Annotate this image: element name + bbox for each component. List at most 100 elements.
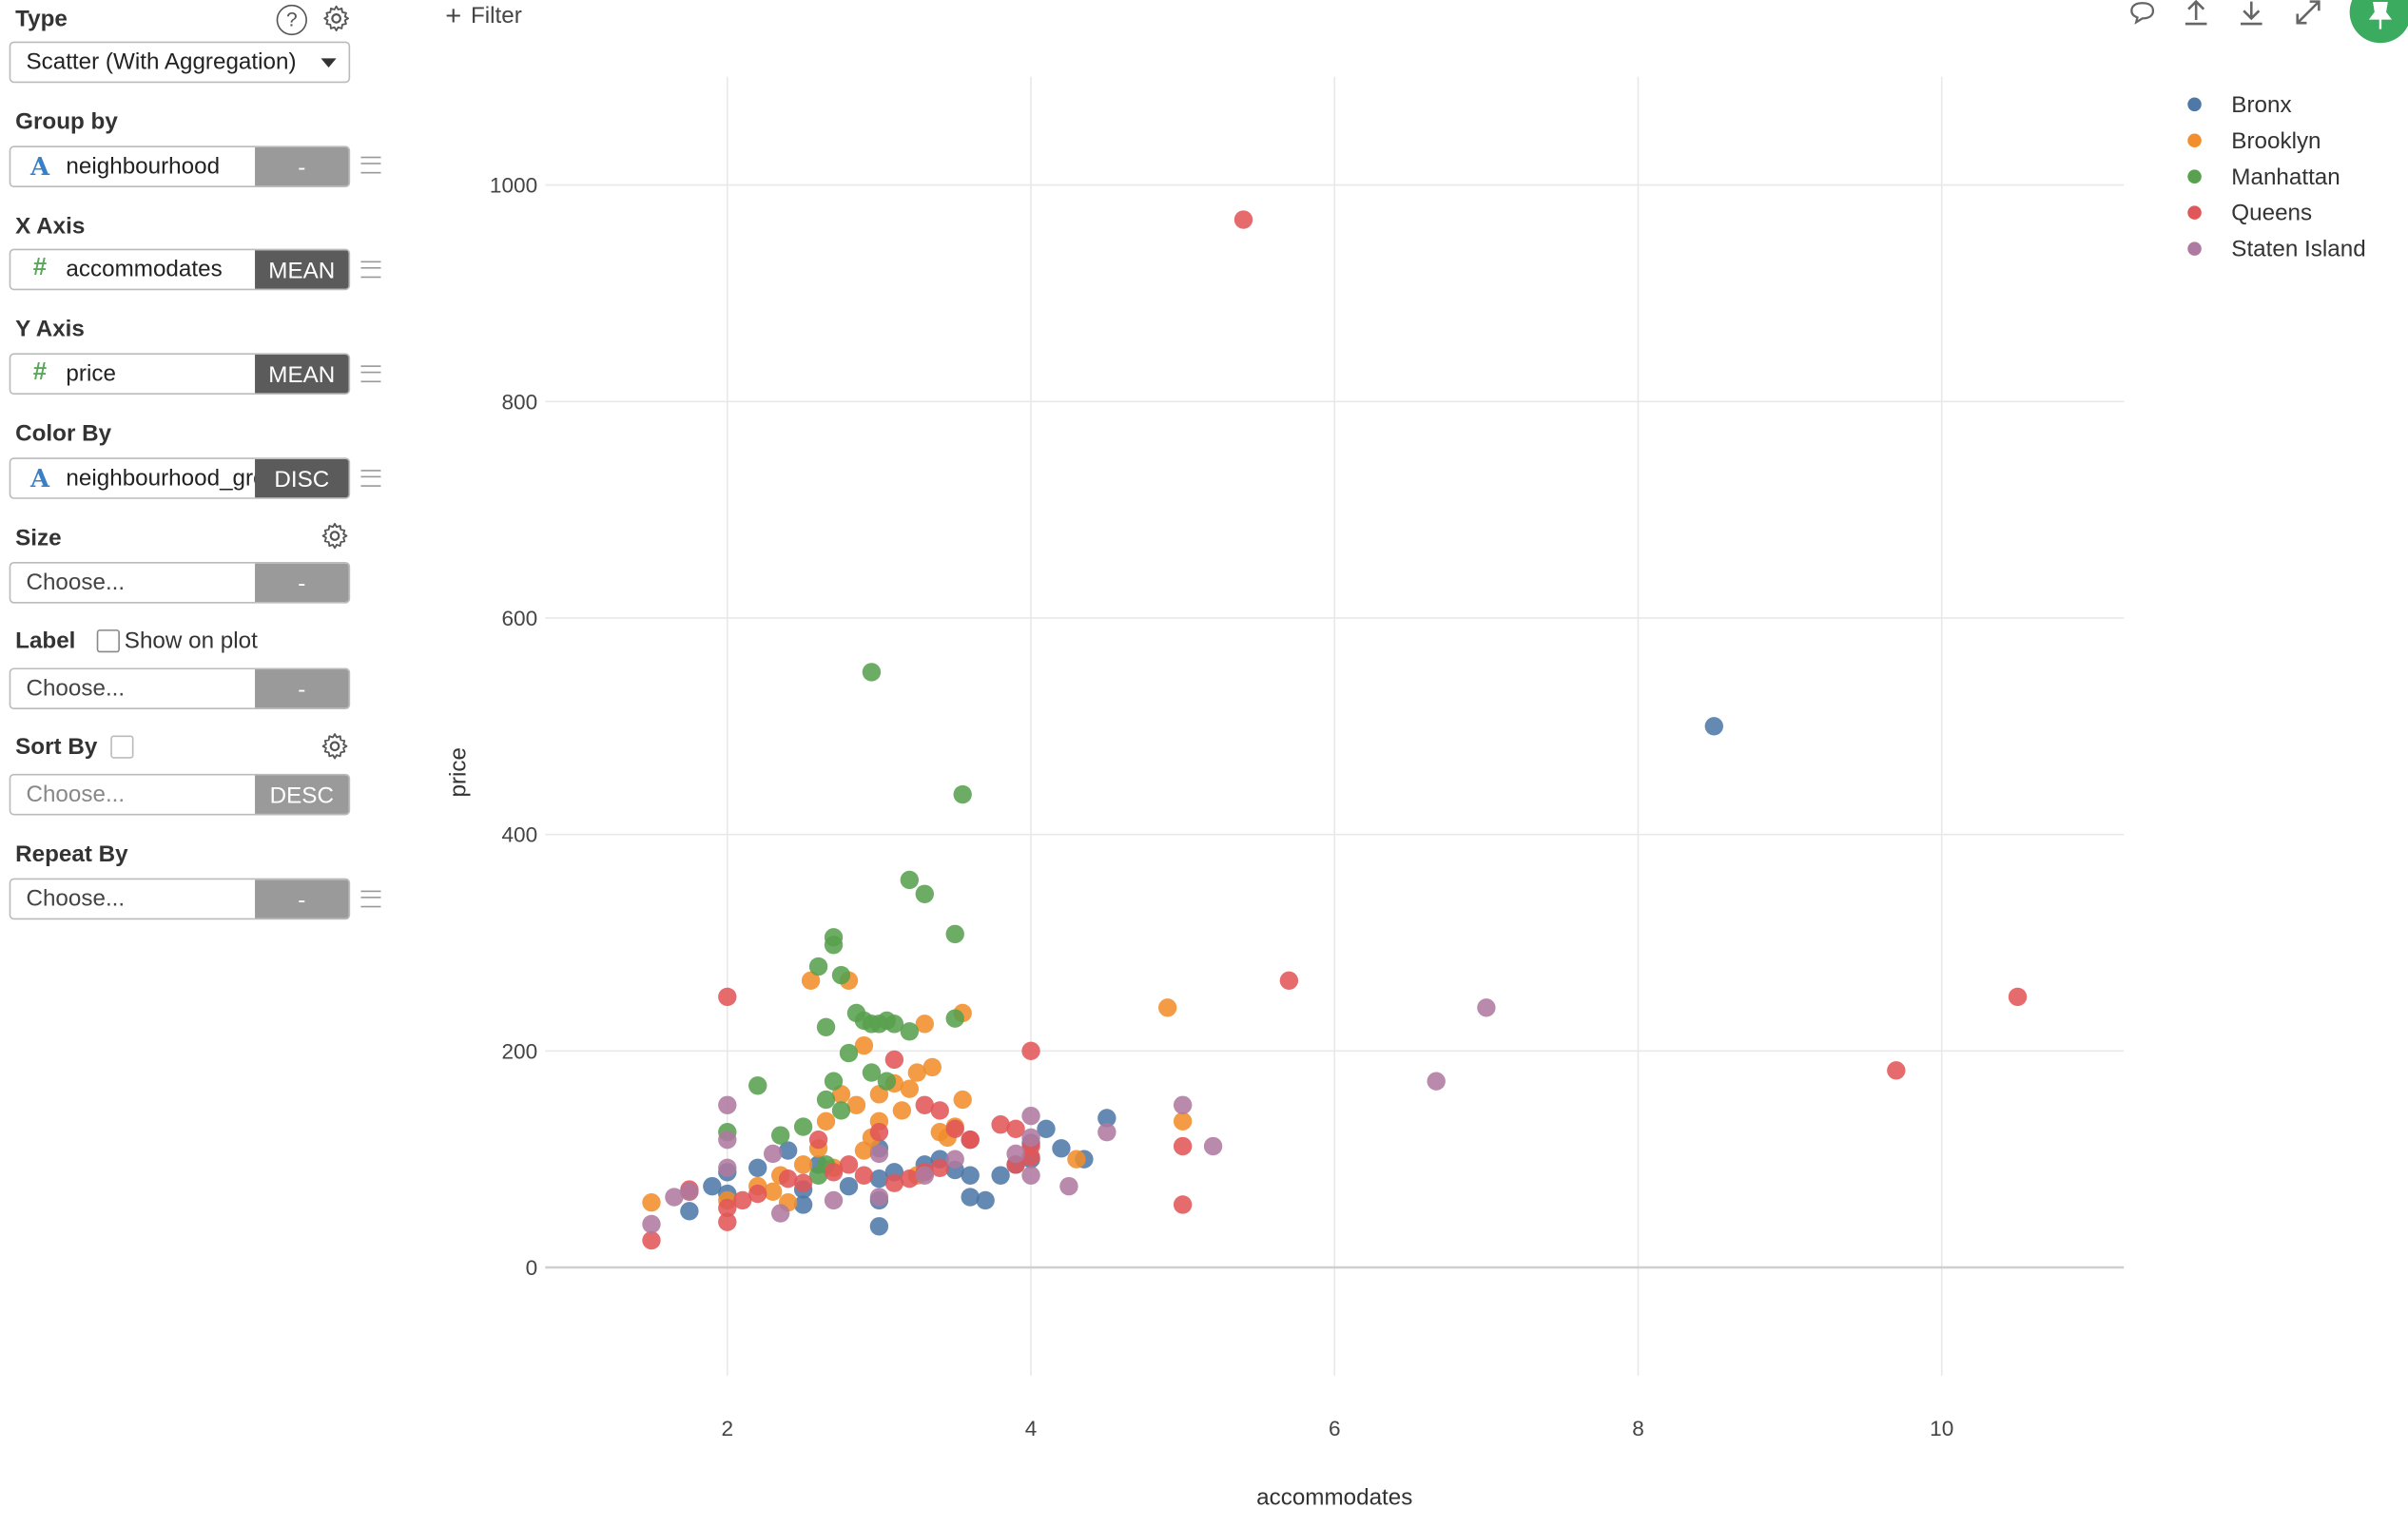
- data-point[interactable]: [1059, 1176, 1078, 1196]
- data-point[interactable]: [991, 1115, 1010, 1134]
- data-point[interactable]: [862, 1063, 882, 1082]
- data-point[interactable]: [930, 1158, 949, 1177]
- data-point[interactable]: [2008, 987, 2028, 1007]
- data-point[interactable]: [763, 1144, 783, 1164]
- label-aggregation[interactable]: -: [255, 669, 349, 708]
- data-point[interactable]: [892, 1101, 912, 1120]
- upload-icon[interactable]: [2181, 0, 2211, 28]
- data-point[interactable]: [884, 1015, 904, 1034]
- data-point[interactable]: [1477, 998, 1496, 1017]
- data-point[interactable]: [718, 1198, 737, 1218]
- data-point[interactable]: [1006, 1119, 1025, 1138]
- data-point[interactable]: [915, 884, 934, 903]
- data-point[interactable]: [869, 1169, 889, 1189]
- data-point[interactable]: [718, 1095, 737, 1114]
- gear-icon[interactable]: [320, 522, 348, 550]
- data-point[interactable]: [770, 1126, 790, 1145]
- data-point[interactable]: [884, 1173, 904, 1192]
- data-point[interactable]: [862, 663, 882, 682]
- data-point[interactable]: [1427, 1072, 1446, 1091]
- data-point[interactable]: [680, 1202, 699, 1221]
- data-point[interactable]: [1233, 210, 1253, 229]
- data-point[interactable]: [854, 1166, 874, 1185]
- size-aggregation[interactable]: -: [255, 563, 349, 603]
- data-point[interactable]: [793, 1117, 813, 1136]
- data-point[interactable]: [1006, 1144, 1025, 1164]
- sort-by-field[interactable]: Choose... DESC: [9, 773, 351, 816]
- data-point[interactable]: [877, 1072, 897, 1091]
- data-point[interactable]: [748, 1184, 767, 1204]
- data-point[interactable]: [900, 1169, 920, 1189]
- data-point[interactable]: [884, 1050, 904, 1070]
- data-point[interactable]: [1097, 1109, 1117, 1128]
- color-by-aggregation[interactable]: DISC: [255, 458, 349, 498]
- data-point[interactable]: [1279, 971, 1299, 991]
- x-axis-field[interactable]: # accommodates MEAN: [9, 248, 351, 291]
- data-point[interactable]: [953, 1090, 972, 1110]
- data-point[interactable]: [718, 987, 737, 1007]
- data-point[interactable]: [1704, 717, 1723, 736]
- expand-icon[interactable]: [2293, 0, 2323, 28]
- drag-handle-icon[interactable]: [360, 156, 381, 174]
- data-point[interactable]: [961, 1188, 980, 1207]
- data-point[interactable]: [816, 1017, 836, 1036]
- add-filter-button[interactable]: + Filter: [445, 0, 522, 30]
- data-point[interactable]: [801, 971, 821, 991]
- drag-handle-icon[interactable]: [360, 890, 381, 908]
- data-point[interactable]: [680, 1182, 699, 1202]
- data-point[interactable]: [748, 1158, 767, 1177]
- data-point[interactable]: [718, 1212, 737, 1231]
- repeat-by-field[interactable]: Choose... -: [9, 878, 351, 920]
- data-point[interactable]: [793, 1195, 813, 1214]
- data-point[interactable]: [900, 870, 920, 890]
- data-point[interactable]: [1067, 1150, 1086, 1169]
- data-point[interactable]: [1037, 1119, 1056, 1138]
- data-point[interactable]: [748, 1076, 767, 1095]
- y-axis-aggregation[interactable]: MEAN: [255, 355, 349, 394]
- data-point[interactable]: [1021, 1148, 1040, 1167]
- data-point[interactable]: [831, 965, 851, 985]
- data-point[interactable]: [930, 1101, 949, 1120]
- data-point[interactable]: [839, 1155, 859, 1174]
- data-point[interactable]: [945, 1150, 964, 1169]
- data-point[interactable]: [945, 924, 964, 944]
- data-point[interactable]: [1173, 1095, 1193, 1114]
- data-point[interactable]: [991, 1166, 1010, 1185]
- data-point[interactable]: [808, 957, 828, 976]
- data-point[interactable]: [778, 1169, 798, 1189]
- data-point[interactable]: [839, 1176, 859, 1196]
- data-point[interactable]: [854, 1035, 874, 1055]
- data-point[interactable]: [1021, 1128, 1040, 1148]
- data-point[interactable]: [961, 1130, 980, 1150]
- data-point[interactable]: [846, 1095, 866, 1114]
- data-point[interactable]: [839, 1043, 859, 1063]
- data-point[interactable]: [869, 1217, 889, 1236]
- data-point[interactable]: [915, 1166, 934, 1185]
- data-point[interactable]: [808, 1166, 828, 1185]
- data-point[interactable]: [869, 1123, 889, 1142]
- comment-icon[interactable]: [2126, 0, 2157, 28]
- data-point[interactable]: [665, 1188, 684, 1207]
- data-point[interactable]: [1887, 1061, 1906, 1080]
- label-field[interactable]: Choose... -: [9, 667, 351, 710]
- data-point[interactable]: [718, 1158, 737, 1177]
- data-point[interactable]: [793, 1173, 813, 1192]
- group-by-field[interactable]: A neighbourhood -: [9, 145, 351, 188]
- drag-handle-icon[interactable]: [360, 470, 381, 487]
- data-point[interactable]: [915, 1015, 934, 1034]
- help-icon[interactable]: ?: [276, 4, 307, 36]
- y-axis-field[interactable]: # price MEAN: [9, 353, 351, 396]
- repeat-by-aggregation[interactable]: -: [255, 879, 349, 918]
- data-point[interactable]: [869, 1144, 889, 1164]
- data-point[interactable]: [961, 1166, 980, 1185]
- data-point[interactable]: [907, 1063, 927, 1082]
- data-point[interactable]: [922, 1057, 942, 1077]
- data-point[interactable]: [824, 936, 844, 955]
- data-point[interactable]: [816, 1090, 836, 1110]
- drag-handle-icon[interactable]: [360, 365, 381, 383]
- data-point[interactable]: [770, 1204, 790, 1223]
- x-axis-aggregation[interactable]: MEAN: [255, 250, 349, 289]
- data-point[interactable]: [1021, 1041, 1040, 1061]
- data-point[interactable]: [1173, 1136, 1193, 1156]
- data-point[interactable]: [915, 1095, 934, 1114]
